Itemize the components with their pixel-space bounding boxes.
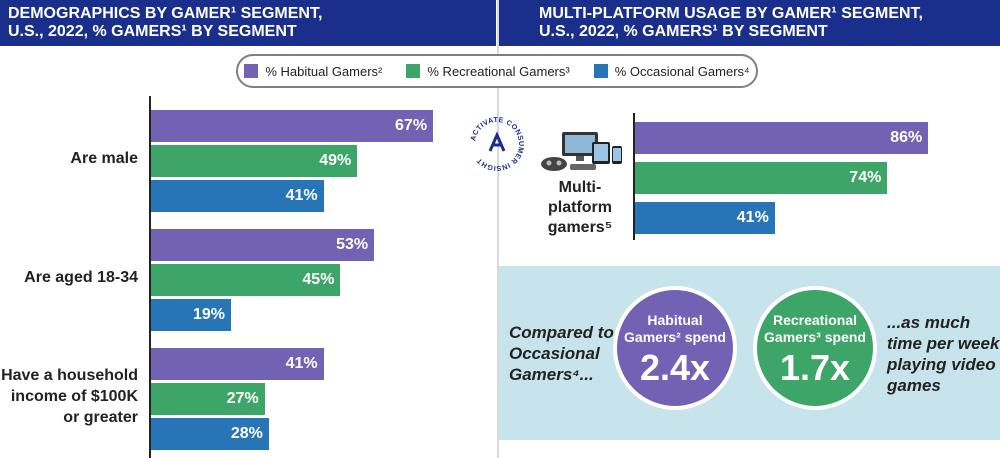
- recreational-spend-value: 1.7x: [779, 347, 851, 388]
- habitual-spend-caption: Habitual Gamers² spend: [617, 312, 733, 346]
- legend-label-occasional: % Occasional Gamers⁴: [614, 63, 750, 79]
- comparison-panel: Compared to Occasional Gamers⁴... Habitu…: [499, 266, 1000, 440]
- category-label: Are male: [0, 148, 138, 169]
- bar-multiplatform-0-habitual: [635, 122, 929, 154]
- left-title-line2: U.S., 2022, % GAMERS¹ BY SEGMENT: [8, 23, 297, 40]
- multi-platform-category-label: Multi- platform gamers⁵: [540, 178, 620, 238]
- bar-demo-0-habitual: [151, 110, 434, 142]
- right-title-line1: MULTI-PLATFORM USAGE BY GAMER¹ SEGMENT,: [539, 5, 923, 22]
- seal-logo-icon: [488, 131, 506, 152]
- category-label: Have a household income of $100K or greate…: [0, 365, 138, 428]
- bar-value-label: 41%: [285, 355, 318, 372]
- activate-consumer-insight-seal: ACTIVATE CONSUMER INSIGHT: [468, 115, 525, 173]
- category-label-line: Are aged 18-34: [24, 268, 138, 286]
- bar-value-label: 45%: [302, 271, 335, 288]
- mp-label-line1: Multi-: [558, 179, 602, 196]
- bar-multiplatform-0-occasional: [635, 202, 775, 234]
- mp-label-line2: platform: [548, 199, 612, 216]
- recreational-caption-line2: Gamers³ spend: [764, 329, 866, 345]
- recreational-spend-circle: Recreational Gamers³ spend 1.7x: [753, 286, 877, 410]
- intro-line1: Compared to: [509, 323, 614, 342]
- comparison-intro: Compared to Occasional Gamers⁴...: [509, 322, 614, 385]
- category-label-line: Are male: [70, 149, 138, 167]
- outro-line3: playing video: [887, 355, 996, 374]
- bar-demo-0-recreational: [151, 145, 358, 177]
- bar-demo-2-habitual: [151, 348, 324, 380]
- recreational-caption-line1: Recreational: [772, 312, 858, 328]
- bar-value-label: 86%: [890, 129, 923, 146]
- bar-demo-1-occasional: [151, 299, 231, 331]
- mp-label-line3: gamers⁵: [547, 219, 613, 236]
- bar-demo-2-recreational: [151, 383, 265, 415]
- habitual-caption-line2: Gamers² spend: [624, 329, 726, 345]
- habitual-caption-line1: Habitual: [647, 312, 703, 328]
- bar-value-label: 49%: [319, 152, 352, 169]
- bar-multiplatform-0-recreational: [635, 162, 888, 194]
- outro-line4: games: [887, 376, 941, 395]
- bar-demo-1-recreational: [151, 264, 341, 296]
- left-chart-axis: [149, 96, 151, 458]
- comparison-outro: ...as much time per week playing video g…: [887, 312, 999, 396]
- outro-line2: time per week: [887, 334, 1000, 353]
- category-label-line: Have a household: [1, 366, 138, 384]
- legend-item-habitual: % Habitual Gamers²: [244, 64, 382, 79]
- bar-value-label: 41%: [285, 187, 318, 204]
- intro-line3: Gamers⁴...: [509, 365, 594, 384]
- gaming-devices-icon: [541, 132, 622, 171]
- legend-item-recreational: % Recreational Gamers³: [406, 63, 570, 79]
- right-chart-title: MULTI-PLATFORM USAGE BY GAMER¹ SEGMENT, …: [499, 0, 1000, 46]
- category-label-line: or greater: [63, 408, 138, 426]
- habitual-spend-value: 2.4x: [639, 347, 711, 388]
- category-label: Are aged 18-34: [0, 267, 138, 288]
- left-chart-title: DEMOGRAPHICS BY GAMER¹ SEGMENT, U.S., 20…: [0, 0, 496, 46]
- bar-value-label: 28%: [230, 425, 263, 442]
- bar-value-label: 19%: [192, 306, 225, 323]
- bar-value-label: 27%: [226, 390, 259, 407]
- outro-line1: ...as much: [887, 313, 971, 332]
- panel-divider: [497, 0, 499, 458]
- right-chart-axis: [633, 113, 635, 240]
- legend-swatch-occasional: [593, 64, 608, 78]
- bar-value-label: 74%: [849, 169, 882, 186]
- legend-swatch-recreational: [406, 64, 421, 78]
- legend-item-occasional: % Occasional Gamers⁴: [593, 63, 750, 79]
- category-label-line: income of $100K: [10, 387, 138, 405]
- intro-line2: Occasional: [509, 344, 600, 363]
- right-title-line2: U.S., 2022, % GAMERS¹ BY SEGMENT: [539, 23, 828, 40]
- bar-demo-2-occasional: [151, 418, 269, 450]
- bar-value-label: 41%: [736, 209, 769, 226]
- recreational-spend-caption: Recreational Gamers³ spend: [757, 312, 873, 346]
- bar-value-label: 53%: [336, 236, 369, 253]
- bar-value-label: 67%: [395, 117, 428, 134]
- left-title-line1: DEMOGRAPHICS BY GAMER¹ SEGMENT,: [8, 5, 323, 22]
- bar-demo-0-occasional: [151, 180, 324, 212]
- legend-swatch-habitual: [244, 64, 259, 78]
- bar-demo-1-habitual: [151, 229, 375, 261]
- legend-label-recreational: % Recreational Gamers³: [427, 63, 570, 79]
- legend-label-habitual: % Habitual Gamers²: [265, 63, 383, 79]
- habitual-spend-circle: Habitual Gamers² spend 2.4x: [613, 286, 737, 410]
- legend: % Habitual Gamers² % Recreational Gamers…: [236, 54, 758, 88]
